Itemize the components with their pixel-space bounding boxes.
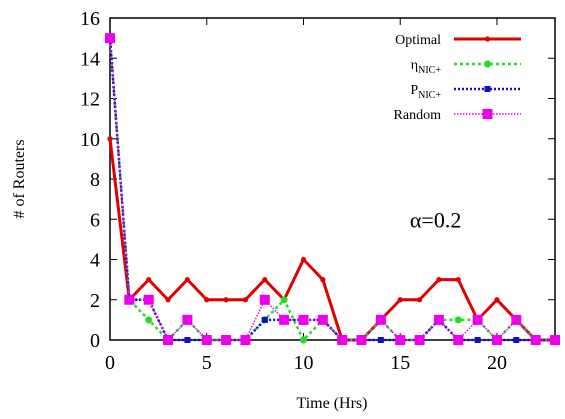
legend-label-3: Random <box>394 108 442 123</box>
series-2 <box>107 35 558 343</box>
optimal-point-0 <box>107 136 113 142</box>
random-point-21 <box>511 314 522 325</box>
y-tick-label: 4 <box>90 250 100 272</box>
series-line-2 <box>108 38 555 342</box>
optimal-point-6 <box>223 297 229 303</box>
random-point-18 <box>453 335 464 345</box>
optimal-point-4 <box>184 277 190 283</box>
pnic-point-4 <box>184 337 191 343</box>
optimal-point-10 <box>300 256 307 263</box>
pnic-point-14 <box>377 337 384 343</box>
random-point-13 <box>356 335 367 345</box>
series-0 <box>107 136 558 343</box>
random-point-6 <box>221 335 232 345</box>
alpha-annotation: α=0.2 <box>410 207 461 232</box>
random-point-14 <box>375 314 386 325</box>
random-point-10 <box>298 314 309 325</box>
random-point-2 <box>143 294 154 305</box>
eta-point-18 <box>454 316 462 324</box>
y-tick-label: 6 <box>90 209 100 231</box>
x-tick-label: 20 <box>487 352 507 374</box>
optimal-point-20 <box>494 297 500 303</box>
legend: Optimal ηNIC+ PNIC+ Random <box>394 33 521 123</box>
x-tick-label: 10 <box>293 352 313 374</box>
optimal-point-17 <box>436 277 442 283</box>
random-point-15 <box>395 335 406 345</box>
pnic-point-legend <box>484 86 491 92</box>
random-point-22 <box>530 335 541 345</box>
series-1 <box>106 34 559 344</box>
random-point-12 <box>337 335 348 345</box>
pnic-point-21 <box>513 337 520 343</box>
legend-label-1: ηNIC+ <box>411 58 442 76</box>
optimal-point-11 <box>320 277 326 283</box>
legend-label-2: PNIC+ <box>410 83 441 101</box>
random-point-0 <box>105 33 115 44</box>
series-3 <box>105 33 560 345</box>
random-point-legend <box>482 109 493 119</box>
pnic-point-19 <box>474 337 481 343</box>
series-layer <box>105 33 560 345</box>
optimal-point-7 <box>242 297 249 303</box>
optimal-point-8 <box>262 277 268 283</box>
eta-point-9 <box>280 296 288 304</box>
series-line-1 <box>108 38 555 342</box>
y-tick-label: 10 <box>80 129 100 151</box>
y-axis-label: # of Routers <box>11 139 28 218</box>
random-point-20 <box>491 335 502 345</box>
random-point-5 <box>201 335 212 345</box>
random-point-7 <box>240 335 251 345</box>
optimal-point-16 <box>416 297 423 303</box>
x-tick-label: 15 <box>390 352 410 374</box>
random-point-16 <box>414 335 425 345</box>
random-point-8 <box>259 294 270 305</box>
x-tick-label: 5 <box>202 352 212 374</box>
random-point-11 <box>317 314 328 325</box>
random-point-9 <box>279 314 290 325</box>
pnic-point-8 <box>261 316 268 323</box>
optimal-point-15 <box>397 297 403 303</box>
y-tick-label: 14 <box>80 48 100 70</box>
optimal-point-5 <box>204 297 210 303</box>
optimal-point-3 <box>165 297 171 303</box>
series-line-3 <box>109 38 555 341</box>
axis-ticks: 0 5 10 15 20 0 2 4 6 8 10 12 14 16 <box>80 8 555 374</box>
random-point-3 <box>163 335 174 345</box>
optimal-point-2 <box>146 277 152 283</box>
random-point-4 <box>182 314 193 325</box>
random-point-17 <box>433 314 444 325</box>
y-tick-label: 0 <box>90 330 100 352</box>
eta-point-10 <box>299 336 307 344</box>
random-point-19 <box>472 314 483 325</box>
random-point-23 <box>550 335 560 345</box>
eta-point-2 <box>145 316 153 324</box>
legend-label-0: Optimal <box>395 33 441 48</box>
y-tick-label: 8 <box>90 169 100 191</box>
random-point-1 <box>124 294 135 305</box>
eta-point-legend <box>484 60 491 68</box>
optimal-point-18 <box>455 277 461 283</box>
series-line-0 <box>108 138 555 342</box>
y-tick-label: 12 <box>80 89 100 111</box>
x-tick-label: 0 <box>105 352 115 374</box>
y-tick-label: 16 <box>80 8 100 30</box>
optimal-point-legend <box>484 36 491 42</box>
x-axis-label: Time (Hrs) <box>297 395 368 412</box>
y-tick-label: 2 <box>90 290 100 312</box>
